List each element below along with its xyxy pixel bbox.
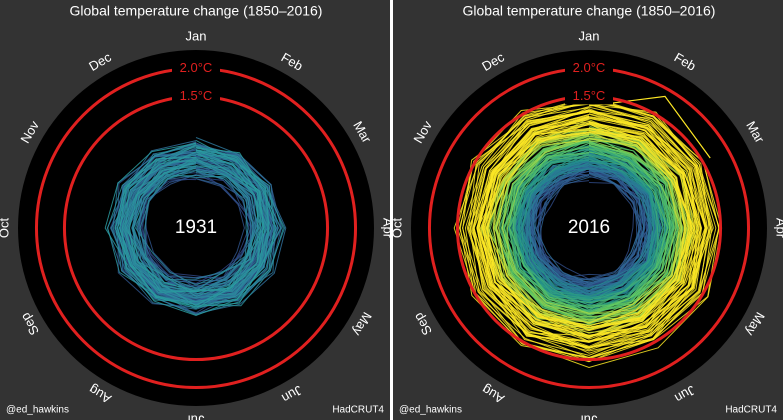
month-label: Jan	[579, 28, 600, 43]
credit-right: HadCRUT4	[725, 405, 777, 416]
spiral-line	[134, 165, 249, 286]
spiral-line	[526, 164, 647, 287]
spiral-line	[471, 97, 710, 356]
month-label: Jul	[581, 413, 598, 420]
spiral-line	[478, 113, 699, 337]
spiral-line	[132, 165, 264, 297]
spiral-line	[508, 148, 664, 311]
month-label: Oct	[389, 218, 404, 239]
spiral-line	[127, 159, 269, 292]
spiral-line	[481, 117, 687, 334]
spiral-line	[518, 155, 654, 302]
chart-title: Global temperature change (1850–2016)	[463, 3, 716, 19]
month-label: Oct	[0, 218, 11, 239]
spiral-line	[119, 142, 282, 308]
spiral-line	[484, 127, 693, 338]
month-label: Apr	[381, 218, 396, 239]
panel: 1.5°C2.0°C1931JanFebMarAprMayJunJulAugSe…	[0, 0, 396, 420]
spiral-line	[508, 148, 661, 301]
ring-label-background	[565, 88, 613, 105]
spiral-line	[476, 122, 692, 340]
spiral-line	[114, 149, 266, 310]
spiral-line	[528, 169, 638, 281]
chart-title: Global temperature change (1850–2016)	[70, 3, 323, 19]
ring-label: 2.0°C	[573, 60, 606, 75]
spiral-line	[125, 147, 280, 299]
spiral-line	[104, 139, 275, 317]
spiral-line	[477, 127, 690, 329]
month-label: Jan	[186, 28, 207, 43]
spiral-line	[493, 129, 680, 324]
credit-left: @ed_hawkins	[399, 405, 462, 416]
ring-label-background	[172, 60, 220, 77]
spiral-line	[588, 95, 711, 159]
ring-label-background	[565, 60, 613, 77]
spiral-line	[466, 100, 714, 352]
spiral-line	[538, 168, 642, 286]
spiral-line	[526, 162, 645, 291]
spiral-line	[521, 149, 658, 297]
month-label: Apr	[774, 218, 783, 239]
spiral-line	[509, 151, 669, 309]
spiral-line	[501, 135, 684, 315]
spiral-line	[501, 133, 682, 314]
spiral-line	[125, 151, 265, 293]
ring-label: 1.5°C	[180, 88, 213, 103]
month-label: Jul	[188, 413, 205, 420]
spiral-line	[121, 144, 277, 302]
panel: 1.5°C2.0°C2016JanFebMarAprMayJunJulAugSe…	[389, 0, 783, 420]
ring-label: 2.0°C	[180, 60, 213, 75]
ring-label-background	[172, 88, 220, 105]
year-label: 2016	[568, 217, 610, 238]
credit-left: @ed_hawkins	[6, 405, 69, 416]
ring-label: 1.5°C	[573, 88, 606, 103]
year-label: 1931	[175, 217, 217, 238]
spiral-line	[498, 131, 687, 324]
spiral-line	[472, 103, 711, 344]
plot-disc	[18, 50, 374, 406]
spiral-line	[144, 170, 259, 289]
spiral-line	[476, 107, 707, 349]
credit-right: HadCRUT4	[332, 405, 384, 416]
spiral-line	[486, 117, 699, 334]
